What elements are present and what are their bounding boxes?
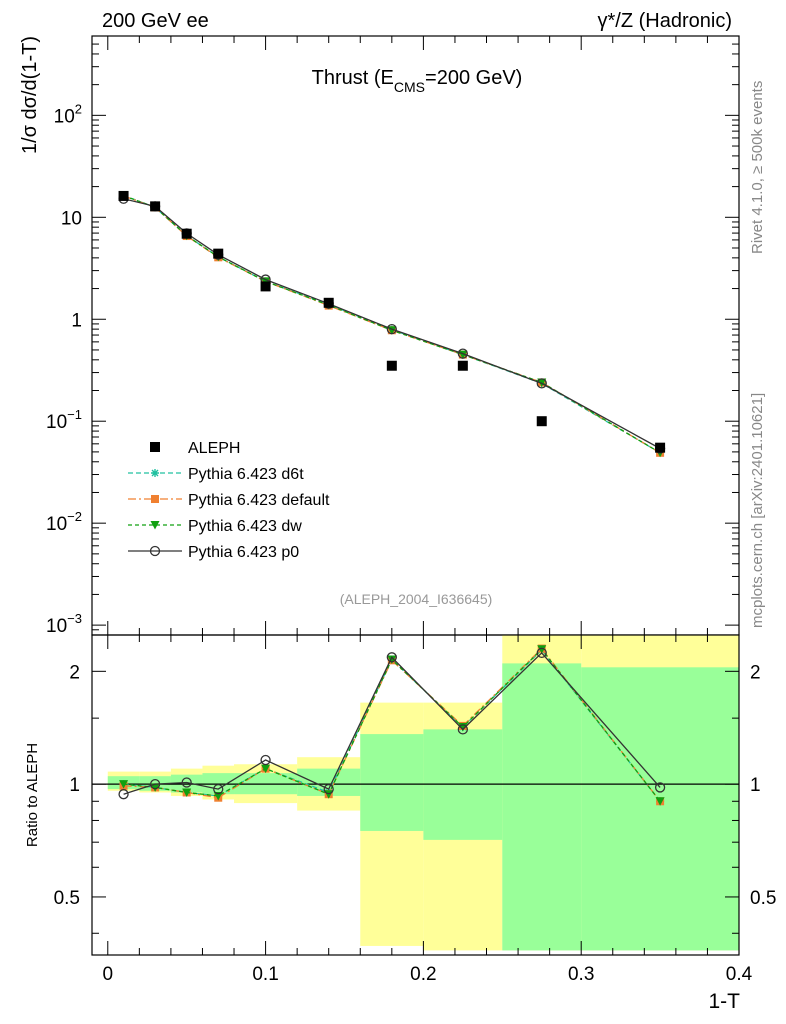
uncertainty-band-green [581,667,739,951]
ratio-line-dw [123,648,661,802]
ratio-point-dw [213,791,223,801]
analysis-annotation: (ALEPH_2004_I636645) [340,591,493,607]
ratio-y-tick-label: 1 [69,775,80,796]
legend-marker-aleph [150,442,160,452]
aleph-data-point [457,360,468,371]
tick-exponent: −3 [67,611,82,626]
aleph-data-point [150,201,161,212]
x-tick-label: 0.2 [410,964,436,985]
header-right: γ*/Z (Hadronic) [598,10,732,32]
tick-base: 10 [54,106,75,127]
legend-label: Pythia 6.423 default [188,492,330,509]
main-y-tick-label: 10 [61,208,82,229]
legend-marker-d6t [151,469,159,477]
uncertainty-band-green [360,734,424,831]
x-tick-label: 0.1 [252,964,278,985]
legend-label: ALEPH [188,440,240,457]
ratio-point-p0 [323,783,334,795]
ratio-point-p0 [260,754,271,766]
legend-label: Pythia 6.423 d6t [188,466,304,483]
ratio-y-tick-label: 2 [69,662,80,683]
ratio-point-dw [537,645,547,654]
ratio-point-dw [150,783,160,792]
x-tick-label: 0.4 [726,964,753,985]
ratio-point-dw [387,655,397,665]
header-left: 200 GeV ee [102,10,209,32]
ratio-point-dw [261,764,271,774]
x-tick-label: 0.3 [568,964,594,985]
side-text-mcplots: mcplots.cern.ch [arXiv:2401.10621] [749,393,766,628]
side-text-rivet: Rivet 4.1.0, ≥ 500k events [749,81,766,254]
main-title-end: =200 GeV) [425,67,522,89]
ratio-y-axis-label: Ratio to ALEPH [24,743,41,847]
main-y-tick-label: 10−1 [46,407,82,433]
ratio-point-dw [655,797,665,806]
ratio-point-p0 [149,778,161,790]
ratio-point-p0 [536,647,547,659]
main-title-text: Thrust (E [312,67,394,89]
main-title-subscript: CMS [394,79,425,95]
ratio-point-p0 [386,652,397,663]
tick-exponent: 2 [75,101,82,116]
ratio-y-tick-label-right: 0.5 [750,888,776,909]
ratio-point-p0 [457,724,468,735]
main-point-p0 [386,323,397,335]
ratio-line-p0 [123,651,661,795]
ratio-line-default [123,647,661,802]
ratio-y-tick-label-right: 2 [750,662,761,683]
legend-marker-dw [150,521,160,530]
main-point-p0 [536,378,547,389]
ratio-y-tick-label: 0.5 [54,888,80,909]
legend: ALEPH Pythia 6.423 d6t Pythia 6.423 defaul… [128,440,330,561]
tick-base: 10 [46,616,67,637]
ratio-ticks: 0.5 0.5 1 1 2 2 0 0.1 0.2 0.3 0.4 [54,635,776,985]
ratio-plot-marks [92,635,739,951]
legend-marker-p0 [149,545,161,557]
legend-marker-default [151,495,159,503]
uncertainty-band-green [502,663,582,951]
ratio-point-p0 [181,777,192,788]
aleph-data-point [323,297,334,308]
main-y-axis-label: 1/σ dσ/d(1-T) [19,36,41,154]
ratio-point-dw [182,788,192,797]
main-y-tick-label: 1 [71,310,82,331]
main-y-tick-label: 10−2 [46,509,82,535]
ratio-point-dw [119,780,129,789]
ratio-point-p0 [654,782,666,793]
tick-exponent: −2 [67,509,82,524]
aleph-data-point [536,416,547,427]
main-point-dw [537,378,547,387]
aleph-data-point [260,281,271,292]
ratio-point-p0 [118,789,129,800]
tick-exponent: −1 [67,407,82,422]
main-y-tick-label: 10−3 [46,611,82,637]
aleph-data-point [655,442,666,453]
main-y-tick-label: 102 [54,101,82,127]
ratio-plot: 0.5 0.5 1 1 2 2 0 0.1 0.2 0.3 0.4 Ratio to ALEPH 1… [24,634,776,1013]
aleph-data-point [118,190,129,201]
aleph-data-point [213,248,224,259]
main-line-p0 [123,198,661,450]
aleph-data-point [181,228,192,239]
tick-base: 10 [46,514,67,535]
legend-label: Pythia 6.423 dw [188,518,302,535]
aleph-data-point [386,360,397,371]
tick-base: 10 [46,412,67,433]
legend-label: Pythia 6.423 p0 [188,544,299,561]
main-point-p0 [457,348,468,359]
ratio-y-tick-label-right: 1 [750,775,761,796]
ratio-plot-frame [91,634,740,956]
ratio-point-dw [324,790,334,799]
main-title: Thrust (ECMS=200 GeV) [312,67,523,95]
x-axis-label: 1-T [709,990,741,1013]
x-tick-label: 0 [102,964,113,985]
main-plot-marks [118,190,666,458]
ratio-point-p0 [213,783,224,795]
